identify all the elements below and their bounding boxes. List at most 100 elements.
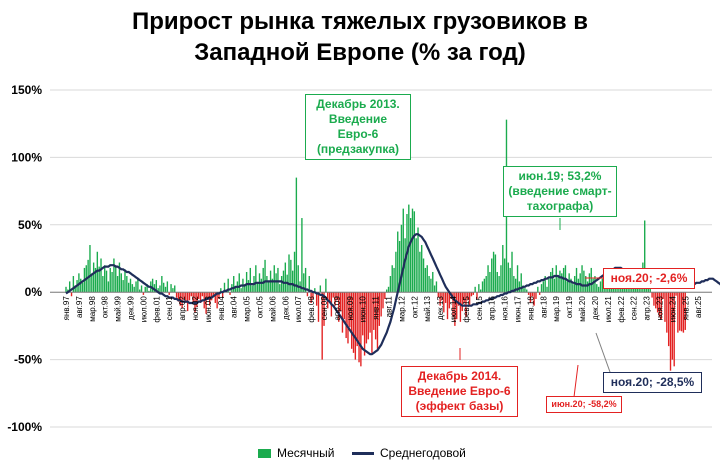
bar [400, 224, 403, 293]
bar [435, 281, 438, 293]
bar [247, 280, 250, 293]
legend-label-monthly: Месячный [277, 446, 335, 460]
bar [135, 281, 137, 293]
bar [581, 265, 583, 293]
bar [268, 281, 270, 293]
bar [229, 292, 231, 295]
bar [433, 285, 436, 293]
annotation: ноя.20; -28,5% [603, 372, 702, 393]
x-tick-label: авг.97 [75, 296, 84, 318]
bar [192, 292, 194, 305]
bar [157, 288, 159, 293]
bar [417, 227, 419, 293]
annotation-line: Декабрь 2013. [316, 97, 400, 111]
bar [620, 286, 622, 293]
bar [251, 285, 253, 293]
bar [255, 265, 257, 293]
bar [264, 259, 266, 293]
bar [301, 218, 303, 293]
bar [356, 292, 358, 347]
x-tick-label: июн.03 [204, 296, 213, 323]
bar [531, 292, 533, 297]
bar [561, 273, 563, 293]
bar [448, 292, 451, 309]
legend-swatch-monthly [258, 448, 271, 458]
bar [168, 292, 170, 295]
x-tick-label: дек.06 [281, 296, 290, 320]
bar [102, 276, 104, 293]
bar [527, 292, 530, 295]
bar [183, 292, 185, 299]
bar [282, 270, 285, 293]
bar [319, 285, 322, 293]
x-tick-label: май.20 [578, 296, 587, 322]
bar [485, 276, 487, 293]
bar [293, 251, 296, 293]
annotation: Декабрь 2014. Введение Евро-6 (эффект базы… [401, 366, 518, 417]
bar [249, 267, 251, 293]
bar [343, 292, 345, 320]
annotation-line: июн.20; -58,2% [551, 399, 617, 409]
legend-item-average: Среднегодовой [352, 446, 466, 460]
bar [397, 231, 399, 293]
bar [489, 271, 491, 293]
bar [146, 284, 148, 293]
bar [352, 292, 355, 353]
y-tick-label: -50% [14, 353, 42, 367]
bar [244, 284, 246, 293]
bar [80, 278, 82, 293]
bar [636, 286, 639, 293]
bar [164, 286, 167, 293]
x-tick-label: май.13 [423, 296, 432, 322]
bar [535, 292, 537, 299]
bar [507, 262, 510, 293]
x-tick-label: мар.12 [397, 296, 406, 322]
bar [126, 276, 128, 293]
bar [555, 265, 557, 293]
bar [347, 292, 349, 344]
bar [666, 292, 668, 333]
bar [325, 278, 327, 293]
bar [262, 267, 264, 293]
legend: Месячный Среднегодовой [0, 446, 720, 462]
bar [575, 267, 578, 293]
bar [421, 245, 423, 293]
y-tick-label: 50% [18, 218, 42, 232]
bar [339, 292, 342, 312]
x-tick-label: сен.15 [475, 296, 484, 321]
bar [94, 267, 97, 293]
x-tick-label: ноя.23 [655, 296, 664, 321]
bar [526, 289, 528, 293]
annotation-line: Декабрь 2014. [417, 369, 502, 383]
bar [292, 270, 294, 293]
bar [205, 292, 207, 314]
x-tick-label: мар.05 [243, 296, 252, 322]
annotation-pointer [573, 364, 579, 398]
bar [452, 292, 454, 317]
legend-swatch-average [352, 451, 374, 455]
bar [360, 292, 362, 367]
bar [461, 292, 463, 312]
bar [105, 270, 108, 293]
annotation-line: ноя.20; -2,6% [610, 271, 688, 285]
bar [516, 265, 519, 293]
bar [336, 292, 338, 301]
bar [273, 265, 275, 293]
bar [245, 271, 248, 293]
annotation: Декабрь 2013. Введение Евро-6 (предзакупка… [305, 94, 411, 160]
bar [155, 280, 157, 293]
bar [139, 289, 141, 293]
bar [463, 292, 465, 303]
bar [358, 292, 360, 363]
x-tick-label: авг.25 [694, 296, 703, 318]
bar [338, 292, 340, 322]
bar [684, 292, 686, 330]
bar [557, 276, 559, 293]
y-tick-label: 0% [25, 285, 43, 299]
bar [380, 292, 382, 317]
bar [310, 292, 312, 303]
bar [653, 292, 655, 306]
bar [96, 251, 99, 293]
x-tick-label: окт.05 [256, 296, 265, 318]
bar [321, 292, 323, 360]
